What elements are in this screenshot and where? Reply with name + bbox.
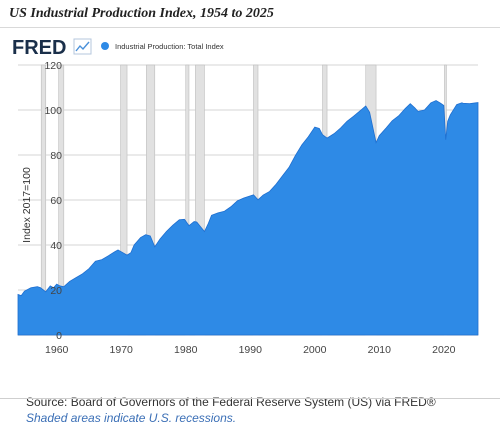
x-tick-1980: 1980 <box>174 344 198 356</box>
x-tick-labels: 1960 1970 1980 1990 2000 2010 2020 <box>45 344 456 356</box>
x-tick-1990: 1990 <box>239 344 263 356</box>
y-axis-label: Index 2017=100 <box>21 167 33 243</box>
x-tick-1960: 1960 <box>45 344 69 356</box>
x-tick-2020: 2020 <box>432 344 456 356</box>
chart: FRED Industrial Production: Total Index … <box>12 37 479 356</box>
y-tick-120: 120 <box>44 60 62 72</box>
x-tick-2000: 2000 <box>303 344 327 356</box>
line-chart-icon <box>73 38 92 55</box>
y-tick-0: 0 <box>56 330 62 342</box>
header-divider <box>0 27 500 28</box>
y-tick-100: 100 <box>44 105 62 117</box>
y-tick-20: 20 <box>50 285 62 297</box>
headline: US Industrial Production Index, 1954 to … <box>9 6 274 21</box>
x-tick-2010: 2010 <box>368 344 392 356</box>
y-tick-60: 60 <box>50 195 62 207</box>
x-tick-1970: 1970 <box>110 344 134 356</box>
fred-logo: FRED <box>12 37 66 59</box>
y-tick-80: 80 <box>50 150 62 162</box>
legend-label: Industrial Production: Total Index <box>115 42 224 51</box>
footer-divider <box>0 398 500 399</box>
y-tick-labels: 0 20 40 60 80 100 120 <box>44 60 62 342</box>
fred-chart-panel: FRED Industrial Production: Total Index … <box>8 30 490 425</box>
recession-note: Shaded areas indicate U.S. recessions. <box>26 411 237 425</box>
legend-marker <box>101 42 109 50</box>
y-tick-40: 40 <box>50 240 62 252</box>
series-area-industrial-production <box>17 100 479 336</box>
